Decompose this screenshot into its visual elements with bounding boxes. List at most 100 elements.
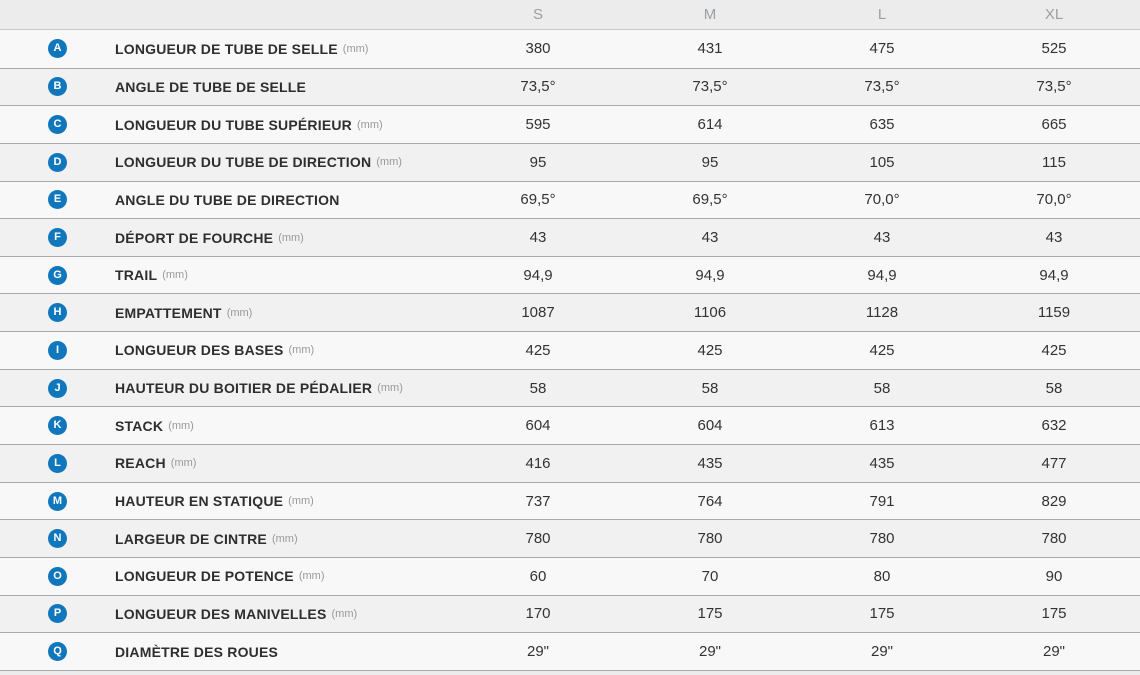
value-l: 94,9 [867, 266, 897, 284]
value-xl: 94,9 [1039, 266, 1069, 284]
measurement-unit: (mm) [168, 419, 194, 432]
value-m: 43 [701, 229, 719, 247]
row-label-cell: LONGUEUR DU TUBE SUPÉRIEUR (mm) [115, 106, 452, 143]
value-s: 425 [525, 341, 551, 359]
geometry-row: Q DIAMÈTRE DES ROUES 29" 29" 29" 29" [0, 632, 1140, 670]
value-m: 70 [701, 567, 719, 585]
measurement-label: DIAMÈTRE DES ROUES [115, 643, 279, 660]
row-letter-badge: H [48, 303, 67, 323]
row-badge-cell: I [0, 332, 115, 369]
measurement-label: LONGUEUR DU TUBE DE DIRECTION [115, 154, 372, 171]
geometry-row: E ANGLE DU TUBE DE DIRECTION 69,5° 69,5°… [0, 180, 1140, 219]
measurement-label: LONGUEUR DE POTENCE [115, 568, 294, 585]
value-xl: 70,0° [1036, 191, 1072, 209]
geometry-rows: A LONGUEUR DE TUBE DE SELLE (mm) 380 431… [0, 30, 1140, 670]
measurement-unit: (mm) [226, 306, 253, 319]
geometry-row: F DÉPORT DE FOURCHE (mm) 43 43 43 43 [0, 218, 1140, 256]
row-letter-badge: J [48, 378, 67, 398]
measurement-unit: (mm) [377, 382, 403, 395]
row-label-cell: LONGUEUR DE TUBE DE SELLE (mm) [115, 30, 452, 68]
value-m: 764 [697, 492, 723, 510]
value-s: 43 [529, 229, 547, 247]
value-s: 58 [529, 379, 547, 397]
value-l: 780 [869, 530, 895, 548]
measurement-label: LARGEUR DE CINTRE [115, 530, 267, 547]
value-xl: 665 [1041, 116, 1067, 134]
row-letter-badge: L [48, 453, 67, 473]
value-l: 80 [873, 567, 891, 585]
row-badge-cell: B [0, 69, 115, 106]
geometry-row: H EMPATTEMENT (mm) 1087 1106 1128 1159 [0, 293, 1140, 332]
value-m: 94,9 [695, 266, 725, 284]
geometry-row: M HAUTEUR EN STATIQUE (mm) 737 764 791 8… [0, 481, 1140, 520]
value-l: 43 [873, 229, 891, 247]
measurement-label: STACK [115, 417, 164, 434]
value-m: 604 [697, 417, 723, 435]
row-label-cell: STACK (mm) [115, 407, 452, 444]
row-letter-badge: M [48, 491, 67, 511]
row-letter-badge: N [48, 529, 67, 549]
row-badge-cell: Q [0, 633, 115, 670]
value-l: 425 [869, 341, 895, 359]
geometry-row: J HAUTEUR DU BOITIER DE PÉDALIER (mm) 58… [0, 368, 1140, 407]
row-letter-badge: O [48, 566, 67, 586]
size-column-header-l: L [877, 6, 887, 23]
header-badge-spacer [0, 0, 115, 29]
geometry-row: I LONGUEUR DES BASES (mm) 425 425 425 42… [0, 331, 1140, 369]
value-xl: 425 [1041, 341, 1067, 359]
table-bottom-divider [0, 669, 1140, 675]
row-badge-cell: J [0, 370, 115, 407]
value-xl: 58 [1045, 379, 1063, 397]
row-label-cell: ANGLE DU TUBE DE DIRECTION [115, 182, 452, 219]
measurement-label: ANGLE DU TUBE DE DIRECTION [115, 191, 340, 208]
measurement-label: DÉPORT DE FOURCHE [115, 229, 274, 246]
value-m: 95 [701, 153, 719, 171]
value-s: 29" [526, 643, 549, 661]
measurement-label: TRAIL [115, 267, 158, 284]
value-l: 475 [869, 40, 895, 58]
value-s: 1087 [521, 304, 555, 322]
measurement-unit: (mm) [278, 231, 304, 244]
value-xl: 73,5° [1036, 78, 1072, 96]
measurement-unit: (mm) [331, 607, 358, 620]
value-s: 595 [525, 116, 551, 134]
value-s: 170 [525, 605, 551, 623]
geometry-row: P LONGUEUR DES MANIVELLES (mm) 170 175 1… [0, 594, 1140, 633]
measurement-unit: (mm) [170, 457, 197, 470]
value-s: 380 [525, 40, 551, 58]
row-label-cell: ANGLE DE TUBE DE SELLE [115, 69, 452, 106]
value-m: 1106 [693, 304, 727, 322]
row-badge-cell: M [0, 483, 115, 520]
geometry-row: L REACH (mm) 416 435 435 477 [0, 444, 1140, 482]
row-badge-cell: O [0, 558, 115, 595]
row-letter-badge: K [48, 416, 67, 436]
geometry-row: C LONGUEUR DU TUBE SUPÉRIEUR (mm) 595 61… [0, 105, 1140, 143]
row-label-cell: LONGUEUR DES BASES (mm) [115, 332, 452, 369]
value-xl: 780 [1041, 530, 1067, 548]
row-letter-badge: C [48, 115, 67, 135]
value-xl: 829 [1041, 492, 1067, 510]
measurement-unit: (mm) [357, 118, 383, 131]
value-xl: 477 [1041, 454, 1067, 472]
value-xl: 43 [1045, 229, 1063, 247]
row-label-cell: LONGUEUR DE POTENCE (mm) [115, 558, 452, 595]
measurement-unit: (mm) [376, 156, 402, 169]
row-badge-cell: N [0, 520, 115, 557]
value-m: 780 [697, 530, 723, 548]
row-letter-badge: P [48, 604, 67, 624]
measurement-label: EMPATTEMENT [115, 304, 222, 321]
row-label-cell: HAUTEUR EN STATIQUE (mm) [115, 483, 452, 520]
geometry-row: A LONGUEUR DE TUBE DE SELLE (mm) 380 431… [0, 30, 1140, 68]
value-m: 29" [698, 643, 721, 661]
row-letter-badge: B [48, 77, 67, 97]
value-l: 29" [870, 643, 893, 661]
row-label-cell: TRAIL (mm) [115, 257, 452, 294]
value-m: 431 [697, 40, 723, 58]
row-label-cell: LONGUEUR DU TUBE DE DIRECTION (mm) [115, 144, 452, 181]
row-label-cell: HAUTEUR DU BOITIER DE PÉDALIER (mm) [115, 370, 452, 407]
measurement-unit: (mm) [298, 570, 325, 583]
measurement-unit: (mm) [162, 269, 188, 282]
value-l: 635 [869, 116, 895, 134]
row-label-cell: LARGEUR DE CINTRE (mm) [115, 520, 452, 557]
value-l: 58 [873, 379, 891, 397]
